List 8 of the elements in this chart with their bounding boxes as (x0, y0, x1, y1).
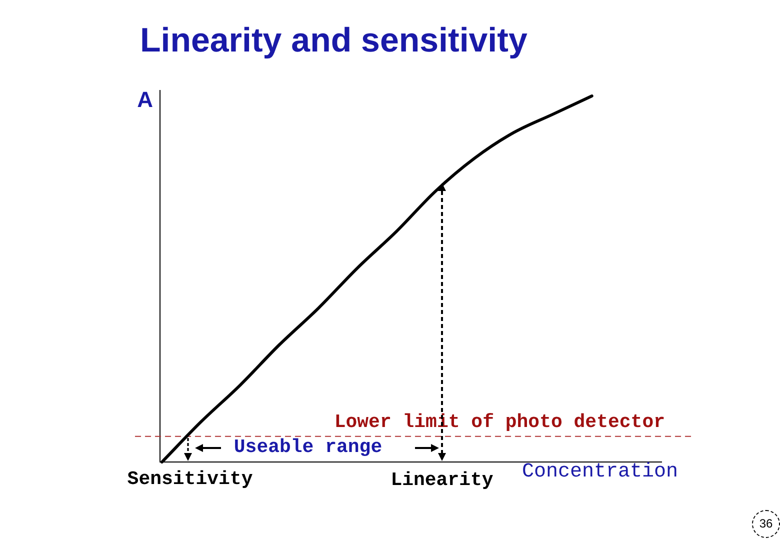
annotation: Useable range (234, 436, 382, 458)
text: Linearity (390, 468, 494, 491)
text: Sensitivity (127, 468, 254, 490)
text: 36 (759, 516, 773, 530)
x-axis-title: Concentration (522, 460, 678, 484)
y-axis-title: A (137, 87, 154, 112)
chart-title: Linearity and sensitivity (140, 21, 528, 60)
ref-line-label: Lower limit of photo detector (334, 411, 665, 434)
